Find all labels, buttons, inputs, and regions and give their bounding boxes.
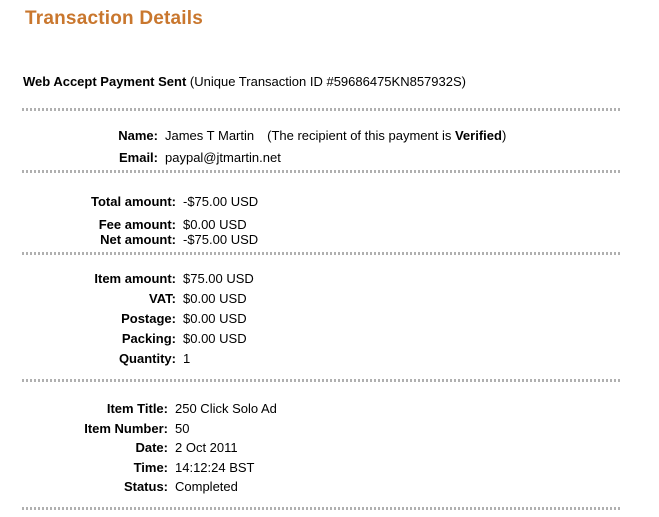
transaction-header: Web Accept Payment Sent (Unique Transact… <box>22 74 620 89</box>
quantity-value: 1 <box>183 351 191 366</box>
email-row: Email: paypal@jtmartin.net <box>22 151 620 165</box>
fee-amount-value: $0.00 USD <box>183 217 247 232</box>
verified-note-suffix: ) <box>501 128 507 143</box>
net-amount-label: Net amount: <box>100 232 176 247</box>
recipient-section: Name: James T Martin (The recipient of th… <box>22 111 620 170</box>
postage-label: Postage: <box>121 311 176 326</box>
page-title: Transaction Details <box>25 8 204 29</box>
item-title-label: Item Title: <box>106 401 168 416</box>
item-number-row: Item Number: 50 <box>22 420 620 436</box>
total-amount-value: -$75.00 USD <box>183 194 259 209</box>
vat-value: $0.00 USD <box>183 291 247 306</box>
verified-status: Verified <box>454 128 502 143</box>
item-amount-value: $75.00 USD <box>183 271 254 286</box>
status-value: Completed <box>175 479 238 494</box>
packing-label: Packing: <box>121 331 176 346</box>
quantity-label: Quantity: <box>118 351 176 366</box>
item-number-value: 50 <box>175 420 190 436</box>
email-value: paypal@jtmartin.net <box>165 150 281 165</box>
time-row: Time: 14:12:24 BST <box>22 459 620 475</box>
transaction-id-note: (Unique Transaction ID #59686475KN857932… <box>189 74 466 89</box>
item-number-label: Item Number: <box>84 420 168 436</box>
item-amount-label: Item amount: <box>94 271 176 286</box>
item-details-section: Item Title: 250 Click Solo Ad Item Numbe… <box>22 382 620 507</box>
packing-row: Packing: $0.00 USD <box>22 332 620 346</box>
section-divider <box>22 252 620 255</box>
vat-row: VAT: $0.00 USD <box>22 292 620 306</box>
status-row: Status: Completed <box>22 480 620 494</box>
item-amount-row: Item amount: $75.00 USD <box>22 272 620 286</box>
transaction-details-page: Transaction Details Web Accept Payment S… <box>22 0 620 510</box>
section-divider <box>22 507 620 510</box>
status-label: Status: <box>123 479 168 494</box>
section-divider <box>22 170 620 173</box>
net-amount-row: Net amount: -$75.00 USD <box>22 233 620 247</box>
time-label: Time: <box>133 459 168 475</box>
name-label: Name: <box>118 128 158 143</box>
net-amount-value: -$75.00 USD <box>183 232 259 247</box>
fee-amount-row: Fee amount: $0.00 USD <box>22 218 620 232</box>
date-row: Date: 2 Oct 2011 <box>22 441 620 455</box>
total-amount-label: Total amount: <box>91 194 176 209</box>
name-value: James T Martin (The recipient of this pay… <box>165 129 506 143</box>
name-row: Name: James T Martin (The recipient of th… <box>22 129 620 143</box>
packing-value: $0.00 USD <box>183 331 247 346</box>
item-costs-section: Item amount: $75.00 USD VAT: $0.00 USD P… <box>22 255 620 379</box>
postage-row: Postage: $0.00 USD <box>22 312 620 326</box>
date-label: Date: <box>135 440 168 455</box>
email-label: Email: <box>118 150 158 165</box>
item-title-value: 250 Click Solo Ad <box>175 401 277 416</box>
date-value: 2 Oct 2011 <box>175 440 238 455</box>
section-divider <box>22 379 620 382</box>
payment-type-label: Web Accept Payment Sent <box>23 74 187 89</box>
fee-amount-label: Fee amount: <box>98 217 176 232</box>
amounts-section: Total amount: -$75.00 USD Fee amount: $0… <box>22 173 620 252</box>
postage-value: $0.00 USD <box>183 311 247 326</box>
recipient-name: James T Martin <box>165 128 255 143</box>
verified-note: (The recipient of this payment is Verifi… <box>267 128 506 143</box>
item-title-row: Item Title: 250 Click Solo Ad <box>22 402 620 416</box>
section-divider <box>22 108 620 111</box>
vat-label: VAT: <box>149 291 176 306</box>
time-value: 14:12:24 BST <box>175 459 255 475</box>
total-amount-row: Total amount: -$75.00 USD <box>22 195 620 209</box>
quantity-row: Quantity: 1 <box>22 352 620 366</box>
verified-note-prefix: (The recipient of this payment is <box>267 128 455 143</box>
